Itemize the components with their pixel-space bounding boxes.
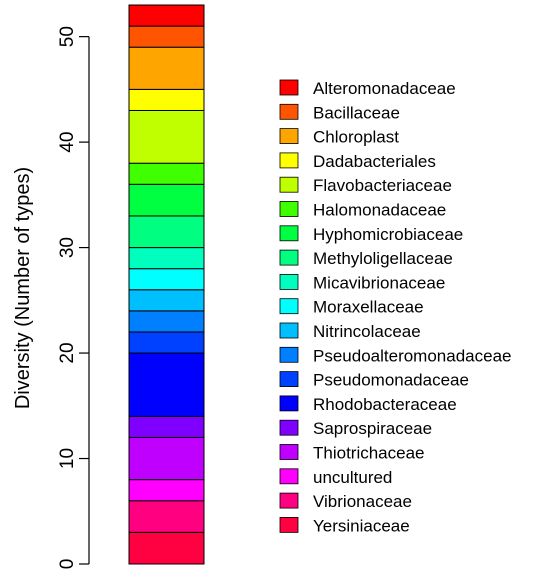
legend-swatch	[279, 273, 299, 290]
legend-label: Methyloligellaceae	[313, 249, 453, 268]
legend-swatch	[279, 249, 299, 266]
legend-swatch	[279, 225, 299, 242]
y-tick-label: 40	[57, 132, 78, 153]
y-tick-label: 30	[57, 237, 78, 258]
legend-label: Pseudomonadaceae	[313, 371, 469, 390]
legend-swatch	[279, 201, 299, 217]
bar-segment	[128, 183, 205, 217]
legend-swatch	[279, 152, 299, 169]
legend: Alteromonadaceae Bacillaceae Chloroplast Da…	[279, 79, 511, 535]
legend-label: Yersiniaceae	[313, 516, 410, 535]
legend-swatch	[279, 395, 299, 412]
legend-label: Saprospiraceae	[313, 419, 432, 438]
legend-swatch	[279, 468, 299, 485]
bar-segment	[128, 352, 205, 417]
legend-swatch	[279, 128, 299, 145]
y-axis-label: Diversity (Number of types)	[12, 167, 34, 409]
legend-swatch	[279, 517, 299, 533]
legend-label: Nitrincolaceae	[313, 322, 421, 341]
stacked-bar	[128, 4, 205, 565]
legend-swatch	[279, 298, 299, 315]
bar-segment	[128, 46, 205, 90]
legend-swatch	[279, 103, 299, 120]
bar-segment	[128, 289, 205, 312]
bar-segment	[128, 88, 205, 111]
legend-swatch	[279, 346, 299, 363]
y-axis: 0 10 20 30 40 50	[57, 26, 90, 570]
legend-label: Vibrionaceae	[313, 492, 412, 511]
legend-label: Micavibrionaceae	[313, 273, 445, 292]
legend-label: Thiotrichaceae	[313, 444, 425, 463]
bar-segment	[128, 247, 205, 270]
bar-segment	[128, 531, 205, 565]
legend-label: Hyphomicrobiaceae	[313, 225, 463, 244]
bar-segment	[128, 436, 205, 481]
legend-swatch	[279, 444, 299, 460]
legend-label: Chloroplast	[313, 128, 399, 147]
legend-label: uncultured	[313, 468, 392, 487]
y-tick-label: 20	[57, 342, 78, 363]
legend-swatch	[279, 419, 299, 436]
bar-segment	[128, 331, 205, 354]
legend-swatch	[279, 492, 299, 509]
bar-segment	[128, 4, 205, 27]
legend-swatch	[279, 322, 299, 339]
bar-segment	[128, 162, 205, 185]
y-tick-label: 50	[57, 26, 78, 47]
bar-segment	[128, 479, 205, 502]
bar-segment	[128, 25, 205, 48]
bar-segment	[128, 109, 205, 164]
legend-label: Rhodobacteraceae	[313, 395, 457, 414]
y-tick-label: 0	[57, 559, 78, 570]
legend-label: Dadabacteriales	[313, 152, 436, 171]
legend-label: Pseudoalteromonadaceae	[313, 346, 511, 365]
bar-segment	[128, 268, 205, 291]
legend-label: Halomonadaceae	[313, 201, 446, 220]
bar-segment	[128, 215, 205, 249]
legend-label: Flavobacteriaceae	[313, 176, 452, 195]
legend-swatch	[279, 371, 299, 388]
bar-segment	[128, 310, 205, 333]
legend-swatch	[279, 79, 299, 96]
legend-label: Moraxellaceae	[313, 298, 424, 317]
legend-label: Bacillaceae	[313, 103, 400, 122]
legend-swatch	[279, 176, 299, 193]
y-tick-label: 10	[57, 448, 78, 469]
bar-segment	[128, 500, 205, 533]
bar-segment	[128, 415, 205, 438]
legend-label: Alteromonadaceae	[313, 79, 456, 98]
